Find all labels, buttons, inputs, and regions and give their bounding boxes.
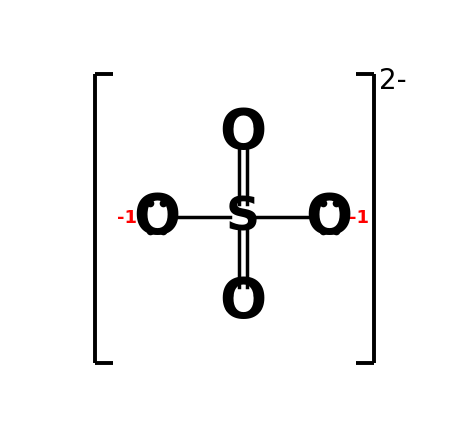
Text: O: O (133, 190, 180, 244)
Text: O: O (219, 106, 266, 160)
Text: -1: -1 (349, 208, 369, 226)
Text: O: O (306, 190, 353, 244)
Text: S: S (226, 195, 260, 240)
Text: O: O (219, 275, 266, 329)
Text: 2-: 2- (379, 67, 407, 95)
Text: -1: -1 (117, 208, 137, 226)
